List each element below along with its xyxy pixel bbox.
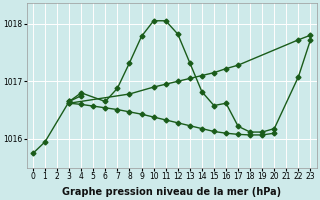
X-axis label: Graphe pression niveau de la mer (hPa): Graphe pression niveau de la mer (hPa) bbox=[62, 187, 281, 197]
